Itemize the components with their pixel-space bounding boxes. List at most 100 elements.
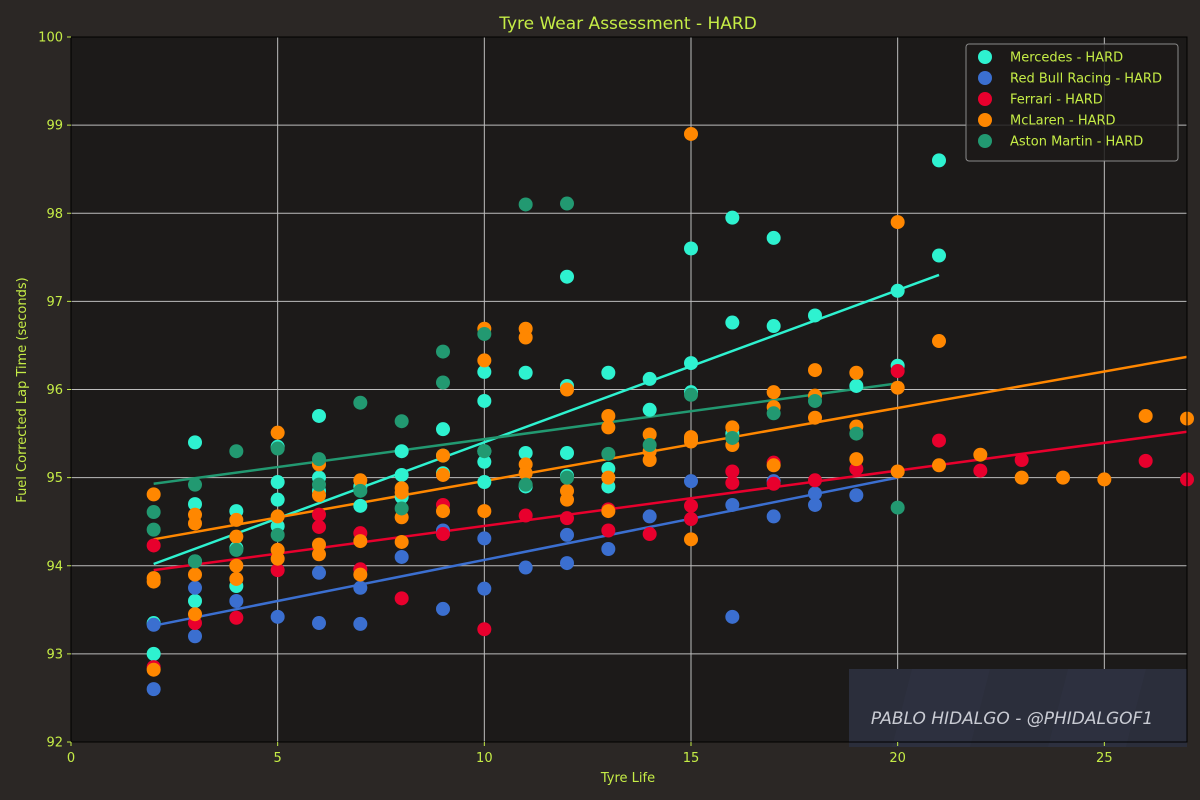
data-point [684,498,698,513]
data-point [477,326,492,341]
legend-marker [978,134,992,148]
data-point [849,461,864,476]
x-tick-label: 25 [1096,751,1113,766]
data-points [146,126,1194,697]
data-point [270,609,285,624]
data-point [766,385,781,400]
data-point [642,402,657,417]
trend-line [153,382,898,486]
data-point [560,382,574,397]
data-point [766,406,781,421]
data-point [188,607,202,622]
legend-marker [978,71,992,85]
data-point [560,556,574,571]
legend-label: Red Bull Racing - HARD [1010,72,1162,87]
data-point [932,433,946,448]
data-point [229,594,244,608]
data-point [766,458,781,473]
data-point [229,610,244,625]
data-point [188,629,202,644]
data-point [725,210,740,225]
legend-marker [978,113,992,127]
x-tick-label: 20 [889,751,906,766]
data-point [188,594,202,608]
data-point [270,527,285,542]
data-point [642,509,657,524]
data-point [932,334,946,349]
data-point [1097,472,1112,487]
data-point [560,445,574,460]
data-point [270,492,285,507]
data-point [808,410,822,425]
data-point [188,435,202,450]
data-point [932,248,946,263]
data-point [188,516,202,531]
data-point [684,126,698,141]
x-tick-label: 5 [274,751,282,766]
data-point [560,492,574,507]
data-point [642,427,657,442]
data-point [477,581,492,596]
data-point [808,363,822,378]
data-point [312,477,326,492]
data-point [312,488,326,503]
x-tick-label: 10 [476,751,493,766]
data-point [312,408,326,423]
data-point [477,622,492,637]
data-point [188,567,202,582]
data-point [560,511,574,526]
data-point [642,527,657,542]
data-point [146,617,161,632]
data-point [188,497,202,512]
data-point [146,574,161,589]
data-point [560,269,574,284]
data-point [518,477,533,492]
data-point [642,438,657,453]
data-point [518,330,533,345]
data-point [312,537,326,552]
data-point [725,475,740,490]
data-point [560,527,574,542]
legend-label: Mercedes - HARD [1010,51,1123,66]
data-point [229,444,244,459]
data-point [518,508,533,523]
data-point [684,512,698,527]
data-point [849,452,864,467]
data-point [890,464,905,479]
data-point [436,467,450,482]
data-point [725,497,740,512]
data-point [684,356,698,371]
legend-label: Aston Martin - HARD [1010,135,1143,150]
data-point [601,470,616,485]
data-point [642,453,657,467]
data-point [353,616,368,631]
data-point [353,483,368,498]
data-point [146,538,161,553]
data-point [312,452,326,467]
data-point [146,682,161,697]
data-point [353,498,368,513]
data-point [932,458,946,473]
data-point [601,542,616,557]
trend-line [153,355,1188,541]
data-point [394,501,409,516]
data-point [766,230,781,245]
data-point [353,395,368,410]
data-point [477,454,492,469]
data-point [146,522,161,537]
data-point [436,375,450,390]
y-tick-label: 92 [46,736,63,751]
data-point [725,464,740,479]
data-point [477,393,492,408]
watermark-text: PABLO HIDALGO - @PHIDALGOF1 [871,709,1153,729]
data-point [518,560,533,575]
data-point [146,504,161,519]
data-point [146,646,161,661]
y-tick-label: 95 [46,471,63,486]
data-point [725,609,740,624]
data-point [766,509,781,524]
data-point [1138,453,1153,468]
y-axis-label: Fuel Corrected Lap Time (seconds) [15,277,30,502]
data-point [601,420,616,435]
data-point [684,241,698,256]
